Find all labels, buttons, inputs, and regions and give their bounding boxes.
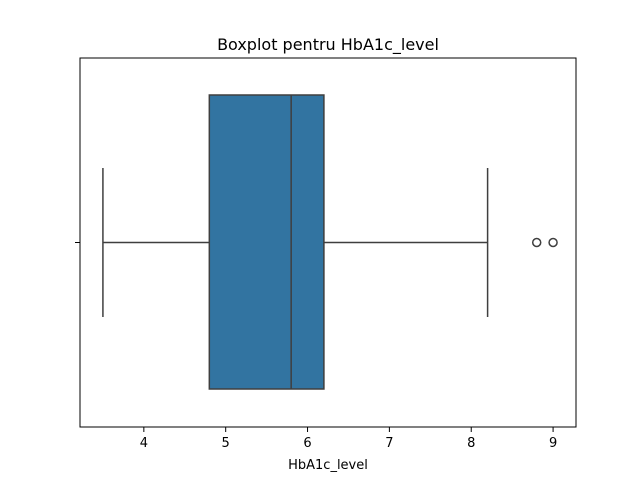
iqr-box [208,94,325,390]
outlier-point [548,237,558,248]
x-tick-label: 5 [222,436,230,451]
x-tick-label: 8 [467,436,475,451]
box-layer [102,94,558,390]
x-tick-label: 9 [549,436,557,451]
x-tick-label: 6 [303,436,311,451]
outlier-point [531,237,542,248]
chart-title: Boxplot pentru HbA1c_level [217,35,439,55]
x-tick-label: 7 [385,436,393,451]
x-tick-label: 4 [140,436,148,451]
x-axis-ticks: 4 5 6 7 8 9 [140,427,557,451]
x-axis-label: HbA1c_level [288,458,368,473]
